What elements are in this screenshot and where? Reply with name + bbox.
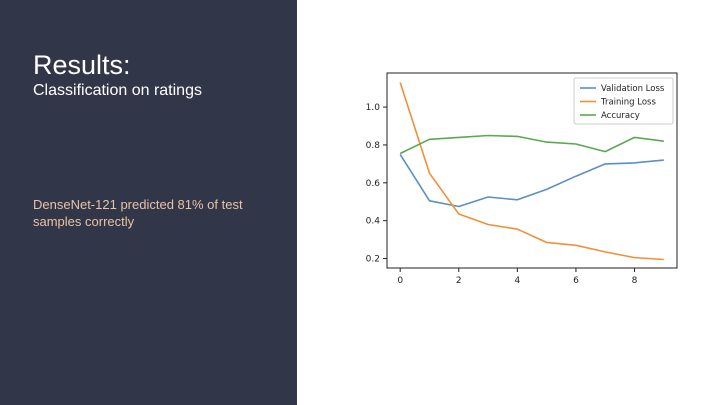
y-tick-label: 0.4 xyxy=(366,217,381,227)
slide-title: Results: xyxy=(33,50,131,80)
left-panel: Results: Classification on ratings Dense… xyxy=(0,0,297,405)
slide-subtitle: Classification on ratings xyxy=(33,82,202,99)
series-line-training-loss xyxy=(399,82,664,261)
legend-label: Validation Loss xyxy=(601,84,665,94)
x-tick-label: 0 xyxy=(397,276,403,286)
x-tick-label: 4 xyxy=(514,276,520,286)
series-line-validation-loss xyxy=(399,153,664,208)
x-tick-label: 2 xyxy=(456,276,462,286)
y-tick-label: 1.0 xyxy=(366,103,381,113)
x-tick-label: 8 xyxy=(632,276,638,286)
y-tick-label: 0.2 xyxy=(366,255,380,265)
result-summary-text: DenseNet-121 predicted 81% of test sampl… xyxy=(33,197,243,229)
loss-accuracy-chart: 0 2 4 6 8 0.2 0.4 0.6 0.8 1.0 Validation Loss Train… xyxy=(330,62,700,296)
x-tick-label: 6 xyxy=(573,276,579,286)
chart-svg: 0 2 4 6 8 0.2 0.4 0.6 0.8 1.0 Validation Loss Train… xyxy=(366,72,678,286)
y-tick-label: 0.6 xyxy=(366,179,381,189)
legend-label: Accuracy xyxy=(601,111,640,121)
legend-label: Training Loss xyxy=(600,98,656,108)
series-line-accuracy xyxy=(399,134,664,155)
legend-box xyxy=(573,77,674,125)
y-tick-label: 0.8 xyxy=(366,141,381,151)
